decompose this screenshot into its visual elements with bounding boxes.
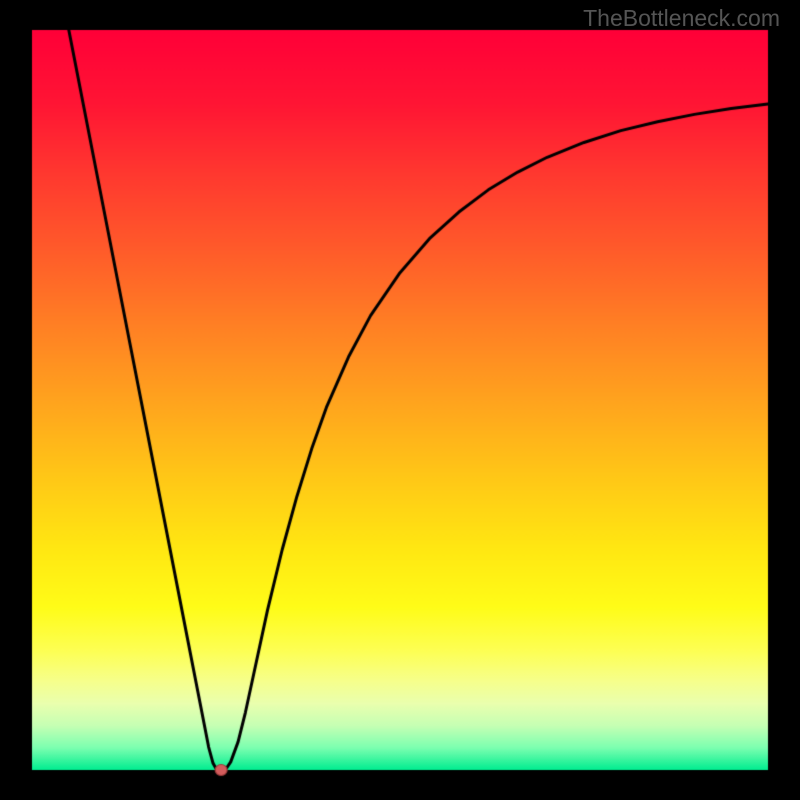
chart-root: TheBottleneck.com (0, 0, 800, 800)
bottleneck-chart-canvas (0, 0, 800, 800)
attribution-text: TheBottleneck.com (583, 5, 780, 32)
